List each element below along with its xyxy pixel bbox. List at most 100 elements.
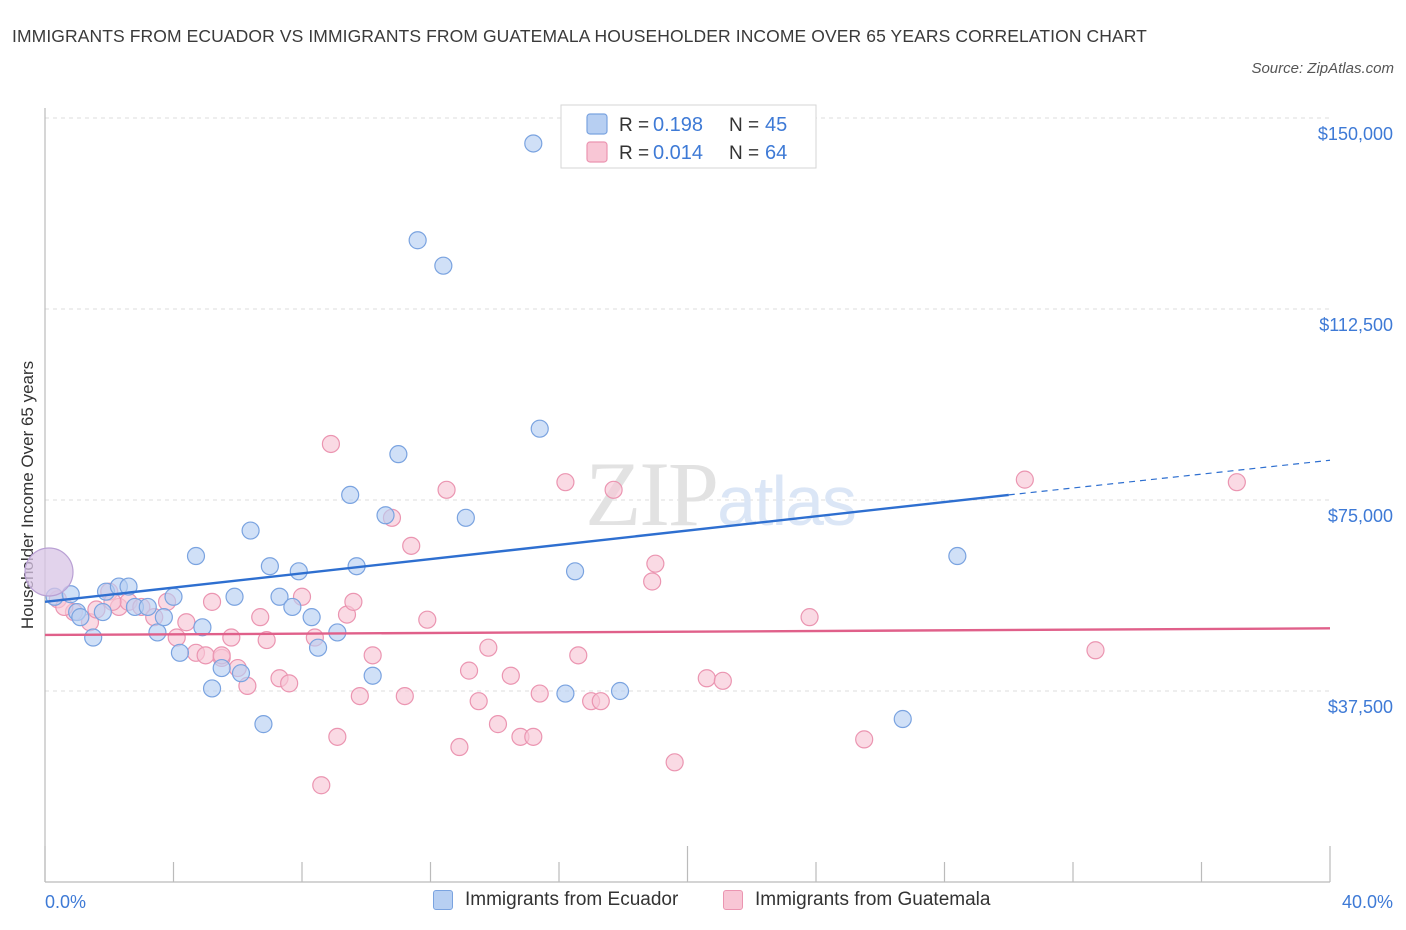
ecuador-point-43 [893, 709, 912, 729]
guatemala-point-19 [251, 608, 270, 627]
legend-item-ecuador[interactable]: Immigrants from Ecuador [433, 889, 678, 911]
guatemala-point-10 [167, 628, 186, 647]
ecuador-point-28 [308, 638, 328, 657]
guatemala-point-26 [328, 727, 347, 746]
guatemala-point-35 [437, 480, 456, 499]
ecuador-point-18 [212, 658, 231, 678]
ecuador-point-23 [260, 557, 279, 576]
ecuador-point-32 [363, 666, 382, 685]
ecuador-point-42 [610, 681, 630, 701]
overlap-point-large [24, 547, 74, 597]
guatemala-point-22 [280, 674, 299, 693]
guatemala-point-29 [350, 686, 369, 706]
guatemala-point-14 [202, 592, 222, 611]
ecuador-point-21 [241, 521, 260, 540]
legend-r-label-1: R = [619, 143, 649, 164]
ecuador-point-41 [565, 562, 585, 581]
guatemala-point-46 [569, 646, 588, 665]
guatemala-point-57 [855, 730, 874, 749]
guatemala-point-53 [697, 669, 716, 688]
ecuador-point-26 [289, 562, 308, 581]
legend-n-label-0: N = [729, 115, 759, 136]
ecuador-point-44 [948, 546, 967, 566]
ecuador-point-24 [270, 587, 289, 606]
ecuador-point-27 [302, 608, 321, 627]
ecuador-point-36 [434, 256, 453, 275]
ecuador-point-22 [254, 715, 273, 734]
legend-n-value-0: 45 [765, 114, 787, 136]
ecuador-point-11 [148, 623, 167, 642]
ecuador-point-35 [408, 231, 427, 250]
guatemala-point-48 [591, 692, 610, 711]
ecuador-swatch [433, 890, 453, 910]
guatemala-point-32 [395, 686, 414, 706]
legend-r-value-0: 0.198 [653, 114, 703, 136]
ecuador-point-10 [138, 597, 157, 617]
x-tick-label-1: 40.0% [1342, 892, 1393, 912]
guatemala-legend-swatch [586, 141, 608, 163]
guatemala-point-37 [459, 661, 479, 680]
ecuador-point-30 [341, 485, 360, 505]
guatemala-point-34 [418, 610, 437, 629]
legend-n-value-1: 64 [765, 142, 787, 164]
axes [44, 108, 1331, 883]
guatemala-point-45 [556, 473, 575, 492]
legend-label-guatemala: Immigrants from Guatemala [755, 889, 991, 910]
guatemala-point-54 [713, 671, 732, 690]
y-tick-label-2: $112,500 [1319, 315, 1393, 335]
guatemala-point-55 [800, 608, 819, 627]
ecuador-point-19 [225, 587, 244, 606]
ecuador-point-15 [186, 546, 206, 566]
guatemala-point-33 [402, 536, 421, 555]
guatemala-point-51 [646, 554, 665, 573]
ecuador-point-38 [524, 134, 543, 153]
ecuador-point-20 [231, 664, 251, 683]
guatemala-point-56 [312, 776, 331, 795]
guatemala-point-59 [1086, 641, 1105, 660]
guatemala-point-40 [488, 715, 508, 734]
legend-label-ecuador: Immigrants from Ecuador [465, 889, 679, 910]
correlation-legend: R = 0.198 N = 45 R = 0.014 N = 64 [560, 104, 817, 169]
legend-n-label-1: N = [729, 143, 759, 164]
legend-r-label-0: R = [619, 115, 649, 136]
guatemala-point-28 [344, 592, 363, 611]
ecuador-point-39 [530, 419, 549, 438]
guatemala-point-36 [450, 737, 469, 757]
y-tick-label-1: $75,000 [1328, 506, 1393, 526]
chart-title: IMMIGRANTS FROM ECUADOR VS IMMIGRANTS FR… [12, 26, 1147, 46]
series-ecuador-points [24, 134, 967, 734]
guatemala-point-25 [321, 434, 341, 454]
legend-r-value-1: 0.014 [653, 142, 703, 164]
y-tick-labels: $37,500 $75,000 $112,500 $150,000 [1318, 124, 1393, 717]
ecuador-point-33 [376, 506, 395, 525]
guatemala-swatch [723, 890, 743, 910]
ecuador-point-5 [93, 602, 112, 622]
y-tick-label-3: $150,000 [1318, 124, 1393, 144]
ecuador-point-37 [456, 508, 475, 527]
trend-lines [44, 459, 1331, 637]
ecuador-legend-swatch [586, 113, 608, 135]
guatemala-point-49 [604, 480, 623, 499]
guatemala-point-58 [1015, 470, 1034, 489]
ecuador-point-16 [193, 618, 212, 637]
x-tick-labels: 0.0% 40.0% [45, 892, 1393, 912]
guatemala-point-30 [363, 646, 382, 665]
guatemala-point-41 [501, 666, 520, 685]
ecuador-point-25 [283, 597, 302, 617]
source-label: Source: ZipAtlas.com [1251, 60, 1394, 77]
guatemala-point-13 [196, 646, 215, 665]
ecuador-trend-extension [1008, 459, 1331, 496]
ecuador-point-4 [84, 628, 103, 647]
legend-item-guatemala[interactable]: Immigrants from Guatemala [723, 889, 990, 911]
guatemala-trend-line [44, 627, 1331, 637]
guatemala-point-50 [643, 572, 662, 591]
guatemala-point-39 [479, 638, 498, 657]
guatemala-point-52 [665, 753, 684, 772]
guatemala-point-43 [524, 727, 543, 746]
guatemala-point-60 [1227, 473, 1246, 492]
ecuador-point-3 [71, 608, 90, 627]
watermark: ZIPatlas [585, 443, 855, 545]
ecuador-point-12 [154, 608, 173, 627]
ecuador-point-14 [170, 643, 190, 662]
